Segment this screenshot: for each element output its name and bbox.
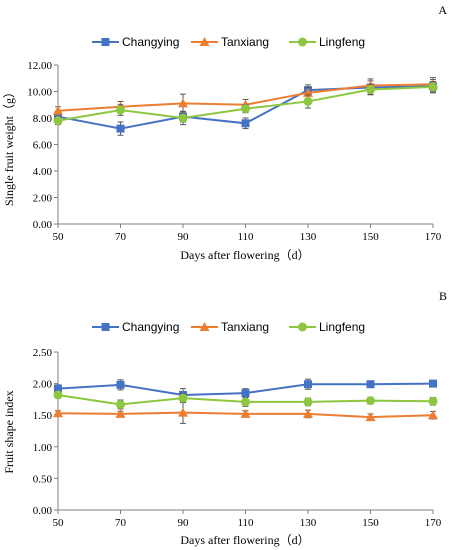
panel-a-legend-label: Lingfeng [319, 35, 365, 49]
panel-b-data-point [366, 380, 375, 389]
panel-a-data-point [241, 104, 250, 114]
panel-a-legend-item-tanxiang: Tanxiang [191, 35, 269, 49]
panel-a-legend: Changying Tanxiang Lingfeng [92, 35, 365, 49]
panel-b-data-point [303, 408, 313, 418]
panel-b-x-tick-label: 110 [237, 517, 254, 529]
panel-a-y-tick-label: 8.00 [33, 113, 53, 125]
panel-b-x-tick-label: 130 [300, 517, 317, 529]
panel-b-x-axis-title: Days after flowering（d） [180, 533, 309, 547]
panel-b-legend-swatch-marker [199, 322, 210, 331]
panel-b-legend-swatch-marker [298, 322, 307, 332]
panel-b-label: B [439, 289, 447, 303]
panel-b-legend-item-lingfeng: Lingfeng [289, 320, 365, 334]
panel-a-y-tick-label: 4.00 [33, 166, 53, 178]
panel-b-x-tick-label: 90 [178, 517, 190, 529]
panel-a-series-lingfeng [53, 81, 438, 126]
panel-b-data-point [304, 380, 312, 389]
panel-b-data-point [429, 379, 437, 388]
panel-a-chart: A Single fruit weight（g） Days after flow… [2, 3, 447, 262]
panel-a-data-point [303, 96, 313, 106]
panel-b-data-point [116, 399, 125, 409]
panel-a-y-tick-label: 10.00 [27, 87, 52, 99]
panel-a-y-tick-label: 6.00 [33, 140, 53, 152]
panel-a-legend-item-lingfeng: Lingfeng [289, 35, 365, 49]
panel-a-data-point [366, 85, 375, 95]
panel-b-x-tick-label: 170 [425, 517, 442, 529]
panel-a-data-point [241, 119, 250, 128]
panel-b-data-point [178, 407, 188, 417]
panel-a-data-point [178, 113, 188, 123]
panel-a-x-tick-label: 50 [53, 231, 65, 243]
panel-a-data-point [178, 98, 188, 108]
panel-b-y-tick-label: 0.50 [33, 473, 53, 485]
panel-a-label: A [438, 3, 447, 17]
panel-a-x-tick-label: 110 [237, 231, 254, 243]
panel-a-legend-swatch-marker [199, 37, 210, 46]
panel-b-y-axis-title: Fruit shape index [2, 390, 16, 473]
panel-b-data-point [178, 393, 188, 403]
panel-b-series-lingfeng [53, 390, 438, 410]
panel-a-data-point [428, 82, 438, 92]
panel-b-legend-swatch-marker [101, 323, 110, 331]
panel-b-data-point [54, 384, 62, 393]
panel-b-legend-label: Lingfeng [319, 320, 365, 334]
panel-b-chart: B Fruit shape index Days after flowering… [2, 289, 447, 547]
panel-a-y-tick-label: 0.00 [33, 219, 53, 231]
panel-a-x-tick-label: 170 [425, 231, 442, 243]
panel-b-y-tick-label: 1.00 [33, 442, 53, 454]
panel-a-x-tick-label: 70 [115, 231, 127, 243]
panel-b-data-point [53, 408, 63, 418]
panel-a-legend-swatch-marker [298, 37, 307, 47]
panel-b-data-point [115, 408, 126, 418]
panel-a-y-axis-title: Single fruit weight（g） [2, 86, 16, 206]
panel-b-y-tick-label: 1.50 [33, 410, 53, 422]
panel-a-legend-label: Tanxiang [221, 35, 269, 49]
panel-a-legend-item-changying: Changying [92, 35, 179, 49]
panel-a-x-tick-label: 130 [300, 231, 317, 243]
panel-b-data-point [53, 390, 63, 400]
panel-a-x-tick-label: 90 [178, 231, 190, 243]
panel-a-legend-swatch-marker [101, 38, 110, 46]
panel-b-data-point [116, 380, 125, 389]
panel-a-x-tick-label: 150 [362, 231, 379, 243]
panel-a-legend-label: Changying [122, 35, 179, 49]
panel-a-data-point [116, 105, 125, 115]
panel-b-data-point [428, 410, 438, 420]
panel-b-legend-label: Tanxiang [221, 320, 269, 334]
panel-b-legend: Changying Tanxiang Lingfeng [92, 320, 365, 334]
panel-b-legend-item-tanxiang: Tanxiang [191, 320, 269, 334]
panel-b-y-tick-label: 0.00 [33, 505, 53, 517]
panel-a-plot-area: 0.00 2.00 4.00 6.00 8.00 10.00 12.00 50 70 90 110 1… [27, 60, 442, 243]
panel-b-x-tick-label: 150 [362, 517, 379, 529]
panel-b-x-tick-label: 70 [115, 517, 127, 529]
panel-b-data-point [241, 397, 250, 407]
panel-a-y-tick-label: 2.00 [33, 193, 53, 205]
panel-a-data-point [53, 105, 63, 115]
panel-b-data-point [240, 408, 251, 418]
panel-b-plot-area: 0.00 0.50 1.00 1.50 2.00 2.50 50 70 90 110 130 150 1… [33, 347, 442, 529]
panel-a-data-point [53, 116, 63, 126]
panel-a-y-tick-label: 12.00 [27, 60, 52, 72]
panel-b-y-tick-label: 2.50 [33, 347, 53, 359]
panel-a-data-point [116, 124, 125, 133]
panel-b-y-tick-label: 2.00 [33, 379, 53, 391]
panel-b-data-point [365, 412, 376, 422]
panel-b-legend-label: Changying [122, 320, 179, 334]
panel-b-data-point [366, 396, 375, 406]
panel-b-series-tanxiang [53, 401, 438, 424]
panel-b-data-point [428, 396, 438, 406]
panel-b-data-point [303, 397, 313, 407]
panel-a-x-axis-title: Days after flowering（d） [180, 248, 309, 262]
panel-b-data-point [241, 389, 250, 398]
panel-b-legend-item-changying: Changying [92, 320, 179, 334]
panel-b-x-tick-label: 50 [53, 517, 65, 529]
